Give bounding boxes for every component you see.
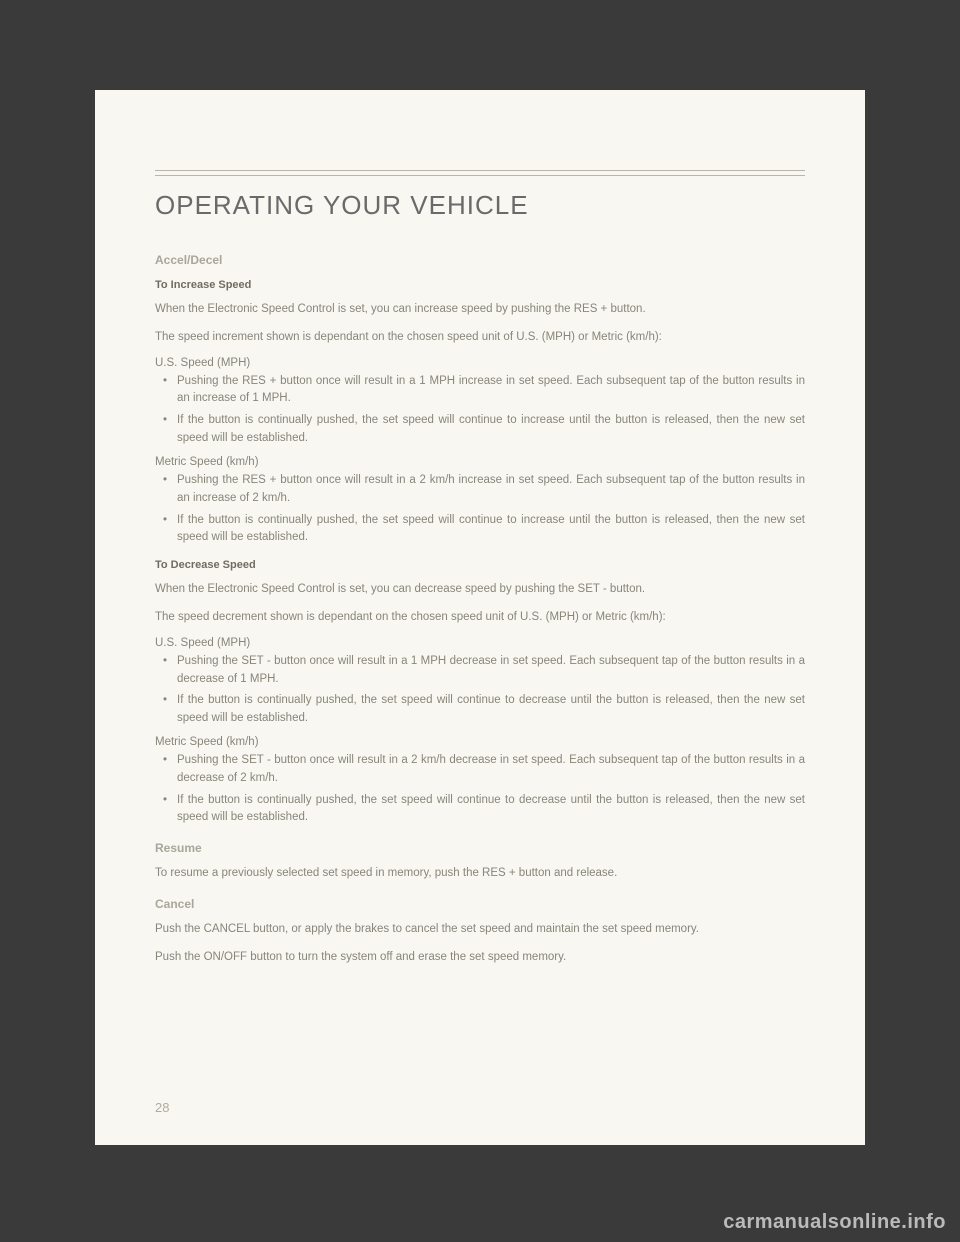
list-item: If the button is continually pushed, the… <box>177 792 805 828</box>
list-item: Pushing the SET - button once will resul… <box>177 653 805 689</box>
body-paragraph: The speed decrement shown is dependant o… <box>155 609 805 627</box>
list-item: Pushing the RES + button once will resul… <box>177 373 805 409</box>
body-paragraph: When the Electronic Speed Control is set… <box>155 581 805 599</box>
list-item: Pushing the SET - button once will resul… <box>177 752 805 788</box>
list-item: If the button is continually pushed, the… <box>177 412 805 448</box>
section-accel-decel: Accel/Decel <box>155 253 805 267</box>
bullet-list: Pushing the RES + button once will resul… <box>155 472 805 547</box>
list-heading-us: U.S. Speed (MPH) <box>155 357 805 369</box>
body-paragraph: Push the CANCEL button, or apply the bra… <box>155 921 805 939</box>
header-rule <box>155 170 805 176</box>
body-paragraph: Push the ON/OFF button to turn the syste… <box>155 949 805 967</box>
page-number: 28 <box>155 1100 169 1115</box>
body-paragraph: When the Electronic Speed Control is set… <box>155 301 805 319</box>
bullet-list: Pushing the RES + button once will resul… <box>155 373 805 448</box>
list-heading-metric: Metric Speed (km/h) <box>155 456 805 468</box>
chapter-title: OPERATING YOUR VEHICLE <box>155 190 805 221</box>
section-resume: Resume <box>155 841 805 855</box>
bullet-list: Pushing the SET - button once will resul… <box>155 752 805 827</box>
heading-increase-speed: To Increase Speed <box>155 279 805 291</box>
watermark: carmanualsonline.info <box>723 1211 946 1234</box>
heading-decrease-speed: To Decrease Speed <box>155 559 805 571</box>
section-cancel: Cancel <box>155 897 805 911</box>
list-item: Pushing the RES + button once will resul… <box>177 472 805 508</box>
list-heading-us: U.S. Speed (MPH) <box>155 637 805 649</box>
body-paragraph: To resume a previously selected set spee… <box>155 865 805 883</box>
list-item: If the button is continually pushed, the… <box>177 512 805 548</box>
manual-page: OPERATING YOUR VEHICLE Accel/Decel To In… <box>95 90 865 1145</box>
body-paragraph: The speed increment shown is dependant o… <box>155 329 805 347</box>
list-heading-metric: Metric Speed (km/h) <box>155 736 805 748</box>
bullet-list: Pushing the SET - button once will resul… <box>155 653 805 728</box>
list-item: If the button is continually pushed, the… <box>177 692 805 728</box>
